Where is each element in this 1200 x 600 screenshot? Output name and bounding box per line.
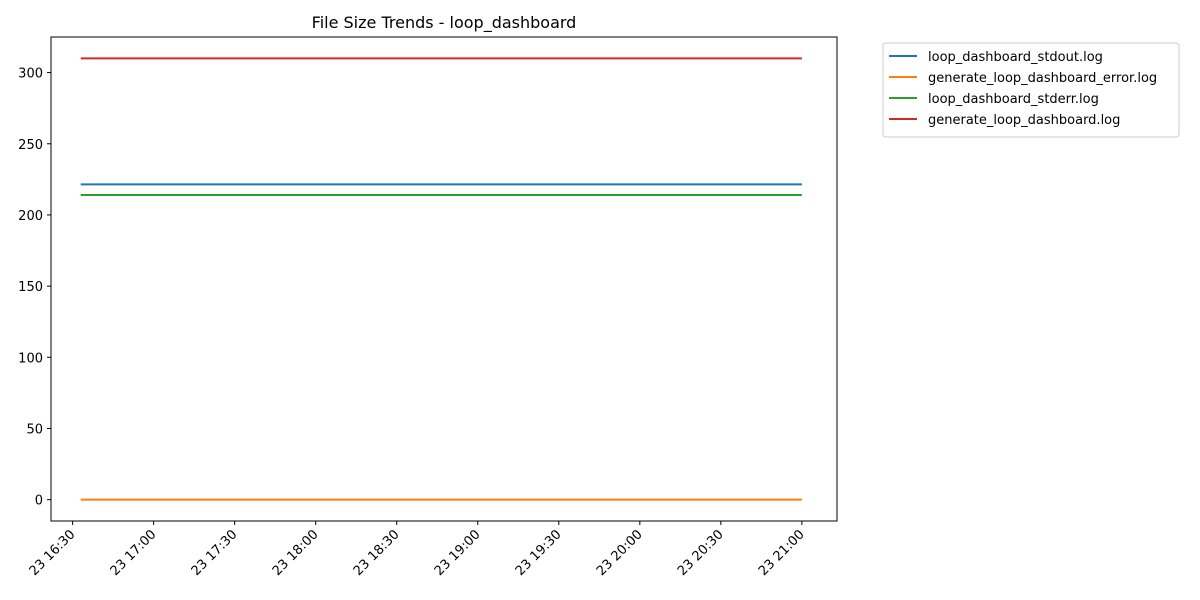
x-tick-label: 23 20:00 [594, 527, 646, 579]
legend-label-2: loop_dashboard_stderr.log [928, 92, 1099, 107]
x-tick-label: 23 20:30 [675, 527, 727, 579]
legend-label-3: generate_loop_dashboard.log [928, 113, 1120, 128]
x-tick-label: 23 18:00 [270, 527, 322, 579]
legend-label-1: generate_loop_dashboard_error.log [928, 71, 1157, 86]
legend: loop_dashboard_stdout.log generate_loop_d… [882, 42, 1180, 138]
legend-label-0: loop_dashboard_stdout.log [928, 50, 1103, 65]
chart-title: File Size Trends - loop_dashboard [312, 13, 577, 33]
legend-box [882, 42, 1180, 138]
x-tick-label: 23 18:30 [351, 527, 403, 579]
y-tick-label: 250 [18, 138, 43, 153]
x-tick-label: 23 21:00 [756, 527, 808, 579]
y-tick-label: 200 [18, 209, 43, 224]
y-tick-label: 50 [26, 422, 43, 437]
x-tick-label: 23 19:30 [513, 527, 565, 579]
y-axis: 0 50 100 150 200 250 300 [18, 67, 51, 509]
plot-area [50, 36, 838, 522]
y-tick-label: 300 [18, 67, 43, 82]
plot-frame [50, 36, 838, 522]
x-tick-label: 23 17:00 [108, 527, 160, 579]
x-tick-label: 23 19:00 [432, 527, 484, 579]
x-axis: 23 16:30 23 17:00 23 17:30 23 18:00 23 18:30… [27, 521, 808, 579]
y-tick-label: 100 [18, 351, 43, 366]
x-tick-label: 23 17:30 [189, 527, 241, 579]
x-tick-label: 23 16:30 [27, 527, 79, 579]
y-tick-label: 150 [18, 280, 43, 295]
y-tick-label: 0 [35, 494, 43, 509]
